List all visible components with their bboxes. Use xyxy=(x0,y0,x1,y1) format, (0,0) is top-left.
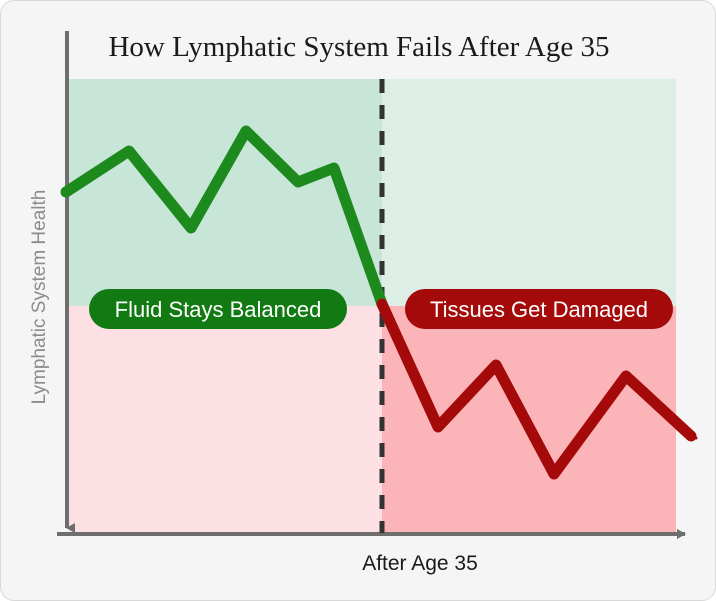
annotation-pill-right-label: Tissues Get Damaged xyxy=(430,297,648,322)
series-line-healthy xyxy=(60,125,388,310)
series-start-taper-green xyxy=(61,181,83,197)
quadrant-top-left xyxy=(69,79,382,306)
page-title: How Lymphatic System Fails After Age 35 xyxy=(108,31,609,63)
series-end-taper-red xyxy=(675,424,698,440)
y-axis-label: Lymphatic System Health xyxy=(29,190,50,405)
annotation-pill-right-bg xyxy=(405,289,673,329)
annotation-pill-left-label: Fluid Stays Balanced xyxy=(115,297,322,322)
x-axis-label: After Age 35 xyxy=(362,552,478,575)
quadrant-top-right xyxy=(382,79,676,306)
annotation-pill-left-bg xyxy=(89,289,347,329)
annotation-pill-right: Tissues Get Damaged xyxy=(405,289,673,329)
series-line-damaged xyxy=(376,298,697,480)
quadrant-bottom-left xyxy=(69,306,382,533)
annotation-pill-left: Fluid Stays Balanced xyxy=(89,289,347,329)
